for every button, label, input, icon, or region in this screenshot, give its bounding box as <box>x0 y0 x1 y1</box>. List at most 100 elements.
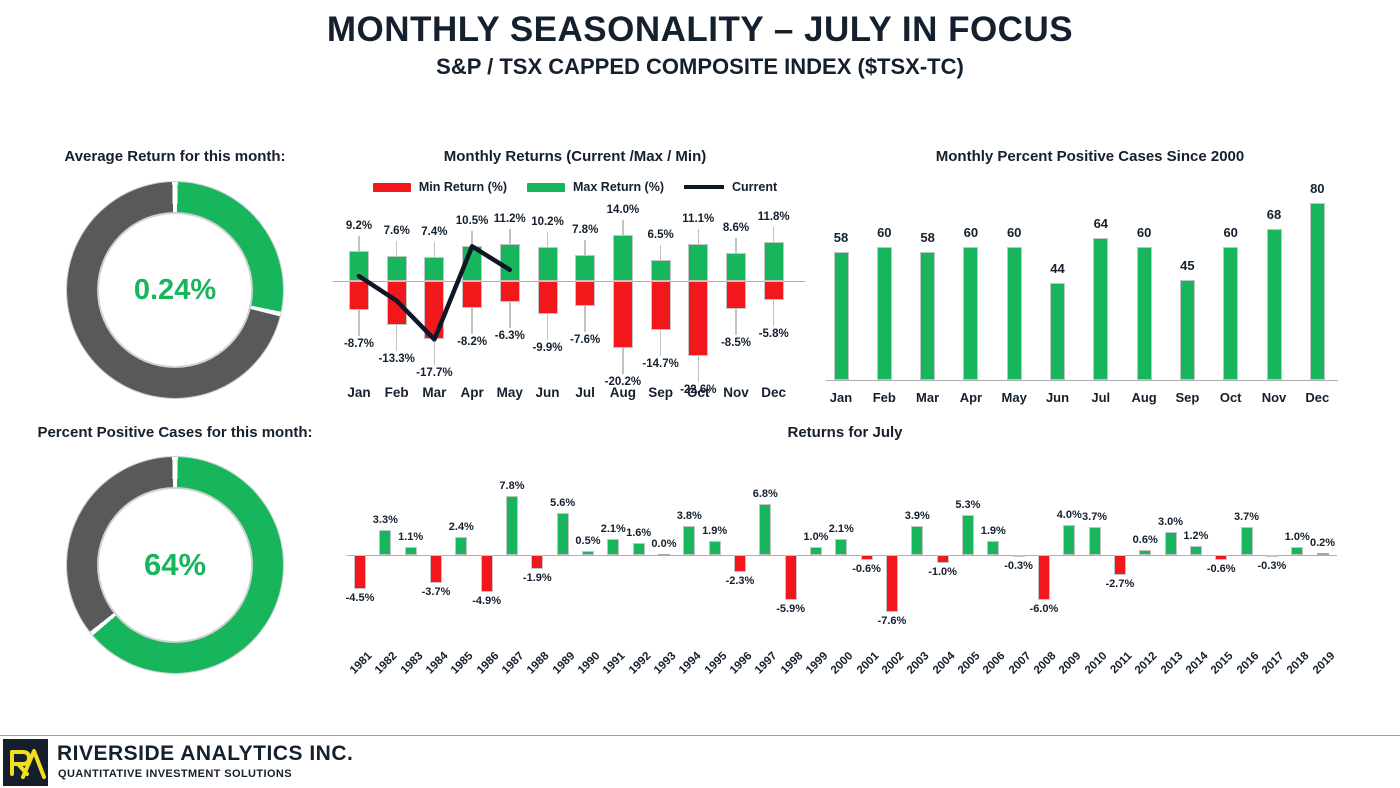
month-label: Jan <box>829 390 853 405</box>
bar <box>1012 555 1025 558</box>
month-label: Dec <box>761 385 787 400</box>
whisker <box>659 329 662 356</box>
value-label: 44 <box>1050 260 1065 276</box>
bar <box>429 555 442 583</box>
whisker <box>622 219 624 235</box>
bar <box>499 281 520 302</box>
monthly-returns-plot: 9.2% -8.7% Jan 7.6% -13.3% Feb 7.4% -17.7% Mar 10… <box>330 140 820 410</box>
bar <box>354 555 366 590</box>
value-label: 3.8% <box>676 510 702 523</box>
value-label: 7.8% <box>499 480 525 493</box>
returns-for-july-plot: -4.5% 1981 3.3% 1982 1.1% 1983 -3.7% 1984 2.4% 19… <box>340 418 1350 708</box>
bar <box>424 281 445 340</box>
whisker <box>471 308 473 335</box>
donut-hole: 64% <box>98 488 252 642</box>
value-label: 0.2% <box>1309 537 1336 550</box>
whisker <box>735 237 737 253</box>
whisker <box>659 244 662 260</box>
month-label: Sep <box>1175 390 1200 405</box>
month-label: Jun <box>1045 390 1070 405</box>
company-name: RIVERSIDE ANALYTICS INC. <box>57 742 354 765</box>
monthly-returns-title: Monthly Returns (Current /Max / Min) <box>443 148 707 165</box>
value-label: 1.1% <box>398 530 424 543</box>
percent-positive-plot: 58 Jan 60 Feb 58 Mar 60 Apr 60 May 44 Jun 64 Jul 60 Aug… <box>820 140 1360 410</box>
bar <box>920 251 936 380</box>
max-label: 11.8% <box>757 211 790 224</box>
value-label: 3.3% <box>372 514 398 527</box>
bar <box>1179 280 1195 380</box>
bar <box>505 496 518 555</box>
avg-return-panel: Average Return for this month: 0.24% <box>30 140 320 410</box>
footer-divider <box>0 735 1400 736</box>
value-label: 0.0% <box>651 537 677 550</box>
bar <box>1037 555 1050 601</box>
bar <box>386 255 407 281</box>
month-label: Nov <box>723 385 749 400</box>
value-label: -2.7% <box>1105 578 1135 591</box>
max-label: 6.5% <box>647 228 674 241</box>
bar <box>726 252 746 281</box>
whisker <box>509 301 511 328</box>
max-label: 9.2% <box>345 219 373 232</box>
whisker <box>395 324 398 351</box>
min-label: -17.7% <box>416 367 453 380</box>
bar <box>911 525 924 555</box>
bar <box>876 247 892 380</box>
bar <box>726 281 746 310</box>
month-label: Jul <box>1091 390 1111 405</box>
min-label: -8.7% <box>343 337 375 350</box>
min-label: -5.8% <box>758 328 789 341</box>
bar <box>537 247 558 281</box>
month-label: Oct <box>1219 390 1242 405</box>
bar <box>632 542 645 555</box>
bar <box>612 234 633 281</box>
value-label: 5.3% <box>955 498 981 511</box>
value-label: 1.6% <box>626 526 652 539</box>
whisker <box>546 232 549 248</box>
whisker <box>735 309 737 336</box>
month-label: Aug <box>1131 390 1157 405</box>
min-label: -13.3% <box>378 352 415 365</box>
month-label: Feb <box>872 390 896 405</box>
whisker <box>546 313 549 340</box>
bar <box>1316 553 1329 556</box>
avg-return-title: Average Return for this month: <box>64 148 286 165</box>
bar <box>1164 532 1177 555</box>
max-return-swatch <box>527 182 566 192</box>
current-legend-label: Current <box>732 180 778 194</box>
month-label: Mar <box>422 385 447 400</box>
value-label: 6.8% <box>752 487 778 500</box>
value-label: 60 <box>1136 225 1152 241</box>
bar <box>1136 247 1152 380</box>
bar <box>556 512 569 555</box>
bar <box>733 555 746 573</box>
value-label: 58 <box>920 229 935 245</box>
bar <box>531 555 544 570</box>
bar <box>763 242 784 281</box>
returns-for-july-panel: Returns for July -4.5% 1981 3.3% 1982 1.1% 19… <box>340 418 1350 708</box>
whisker <box>358 309 360 336</box>
value-label: -2.3% <box>725 575 755 588</box>
bar <box>963 247 979 380</box>
max-label: 11.2% <box>493 213 526 226</box>
bar <box>537 281 558 314</box>
bar <box>607 539 620 555</box>
value-label: 45 <box>1180 258 1195 274</box>
min-label: -7.6% <box>570 334 601 347</box>
chart-legend: Min Return (%) Max Return (%) Current <box>330 180 820 194</box>
bar <box>1215 555 1228 560</box>
month-label: Jan <box>347 385 371 400</box>
whisker <box>697 229 700 245</box>
value-label: -0.3% <box>1257 560 1287 573</box>
bar <box>1240 527 1253 555</box>
value-label: 60 <box>877 225 892 241</box>
month-label: Mar <box>916 390 940 405</box>
bar <box>688 244 709 281</box>
value-label: -4.9% <box>472 595 502 608</box>
page-title: MONTHLY SEASONALITY – JULY IN FOCUS <box>326 10 1074 49</box>
bar <box>1189 545 1202 555</box>
value-label: -6.0% <box>1029 603 1059 616</box>
company-tagline: QUANTITATIVE INVESTMENT SOLUTIONS <box>58 768 293 780</box>
min-return-swatch <box>372 182 411 192</box>
bar <box>885 555 898 613</box>
